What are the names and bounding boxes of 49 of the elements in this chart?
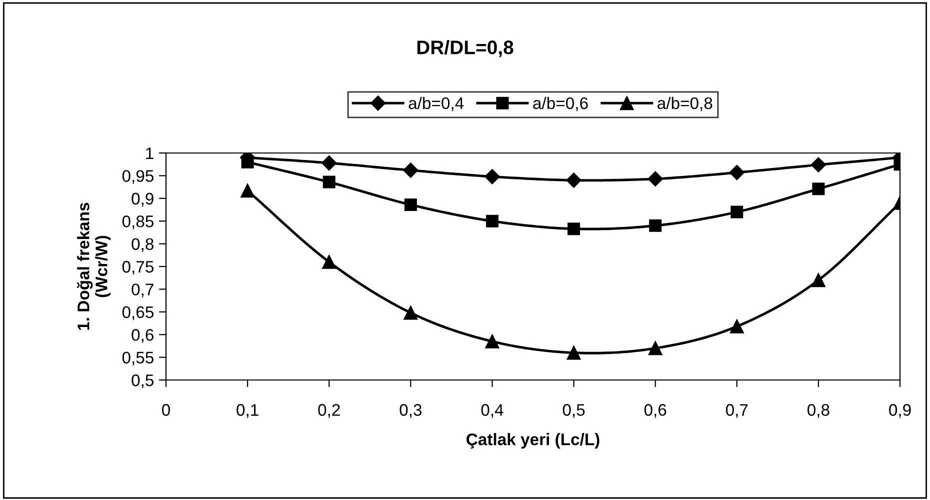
point	[566, 346, 581, 360]
x-tick-label: 0,5	[562, 404, 585, 418]
y-tick-label: 0,65	[122, 306, 154, 320]
y-tick-label: 0,8	[132, 238, 154, 252]
point	[404, 306, 418, 320]
x-tick-label: 0	[162, 404, 170, 416]
legend-label: a/b=0,8	[658, 96, 712, 112]
point	[240, 184, 254, 198]
legend-label: a/b=0,4	[408, 96, 464, 112]
point	[648, 171, 663, 186]
x-tick-label: 0,6	[644, 404, 666, 418]
y-axis-title: 1. Doğal frekans (Wcr/W)	[76, 202, 111, 330]
x-tick-label: 0,8	[808, 404, 830, 418]
point	[730, 319, 744, 334]
point	[730, 206, 744, 218]
point	[322, 255, 336, 269]
point	[568, 222, 580, 236]
x-axis-title: Çatlak yeri (Lc/L)	[466, 433, 600, 449]
y-tick-label: 0,5	[132, 374, 154, 388]
point	[403, 162, 418, 178]
x-tick-label: 0,3	[400, 404, 422, 418]
point	[810, 157, 826, 172]
point	[484, 169, 500, 184]
y-tick-label: 0,55	[122, 352, 154, 366]
x-tick-label: 0,9	[889, 404, 911, 418]
point	[649, 219, 662, 232]
point	[729, 164, 744, 180]
chart-title: DR/DL=0,8	[417, 40, 514, 58]
point	[322, 155, 337, 171]
y-tick-label: 0,75	[122, 260, 154, 275]
point	[322, 176, 336, 188]
y-tick-label: 0,7	[132, 284, 154, 298]
point	[812, 273, 826, 288]
point	[648, 341, 662, 356]
y-tick-label: 0,6	[132, 329, 154, 343]
x-tick-label: 0,2	[318, 404, 340, 418]
point	[812, 182, 825, 196]
x-tick-label: 0,4	[481, 404, 504, 418]
point	[486, 214, 498, 228]
point	[404, 198, 417, 212]
point	[566, 172, 582, 188]
x-tick-label: 0,7	[726, 404, 748, 418]
y-tick-label: 0,9	[132, 192, 154, 207]
y-tick-label: 0,95	[122, 170, 154, 184]
y-tick-label: 1	[146, 148, 154, 160]
x-tick-label: 0,1	[236, 404, 258, 418]
y-tick-label: 0,85	[122, 216, 154, 230]
point	[485, 334, 500, 348]
legend-label: a/b=0,6	[533, 96, 588, 112]
